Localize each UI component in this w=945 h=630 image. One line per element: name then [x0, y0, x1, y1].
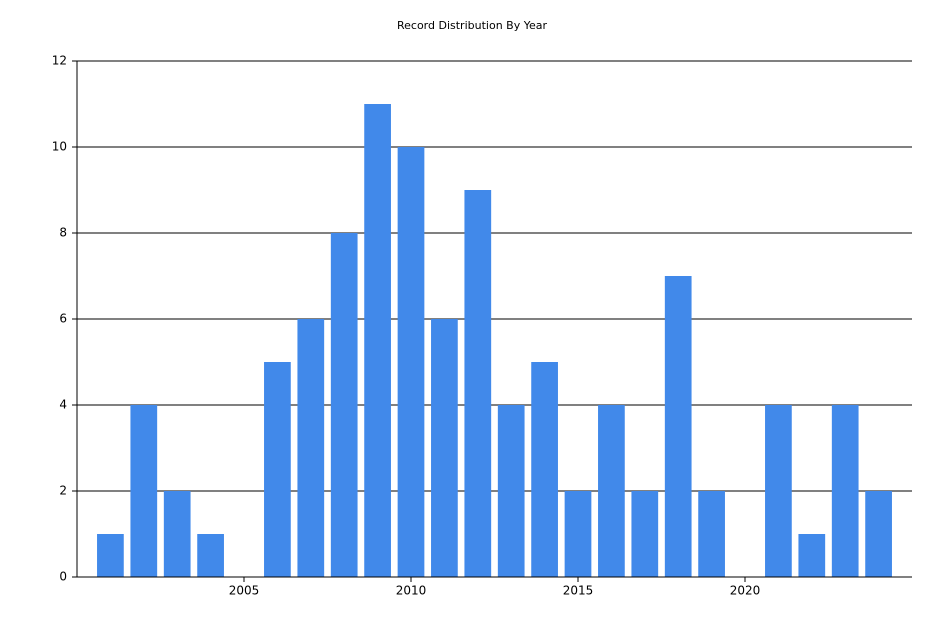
bar [531, 362, 558, 577]
bar [698, 491, 725, 577]
bar [97, 534, 124, 577]
y-tick-label: 4 [59, 398, 67, 412]
y-tick-label: 10 [52, 140, 67, 154]
bar [598, 405, 625, 577]
x-tick-label: 2015 [563, 584, 594, 598]
x-tick-label: 2020 [730, 584, 761, 598]
bar [865, 491, 892, 577]
bar [664, 276, 692, 577]
bar [564, 491, 592, 577]
y-tick-label: 12 [52, 54, 67, 68]
bar [264, 362, 291, 577]
x-tick-label: 2005 [229, 584, 260, 598]
bar [163, 491, 191, 577]
bar [631, 491, 659, 577]
bar [297, 319, 325, 577]
bar [197, 534, 224, 577]
bar [464, 190, 492, 577]
x-tick-label: 2010 [396, 584, 427, 598]
y-tick-label: 6 [59, 312, 67, 326]
bar [397, 147, 425, 577]
bar [364, 104, 391, 577]
chart-title: Record Distribution By Year [397, 19, 547, 32]
bar [497, 405, 525, 577]
bar [798, 534, 826, 577]
y-tick-label: 0 [59, 570, 67, 584]
bar [330, 233, 358, 577]
bar [765, 405, 792, 577]
y-tick-label: 8 [59, 226, 67, 240]
bar [431, 319, 458, 577]
bar [831, 405, 859, 577]
y-tick-label: 2 [59, 484, 67, 498]
bar [130, 405, 158, 577]
